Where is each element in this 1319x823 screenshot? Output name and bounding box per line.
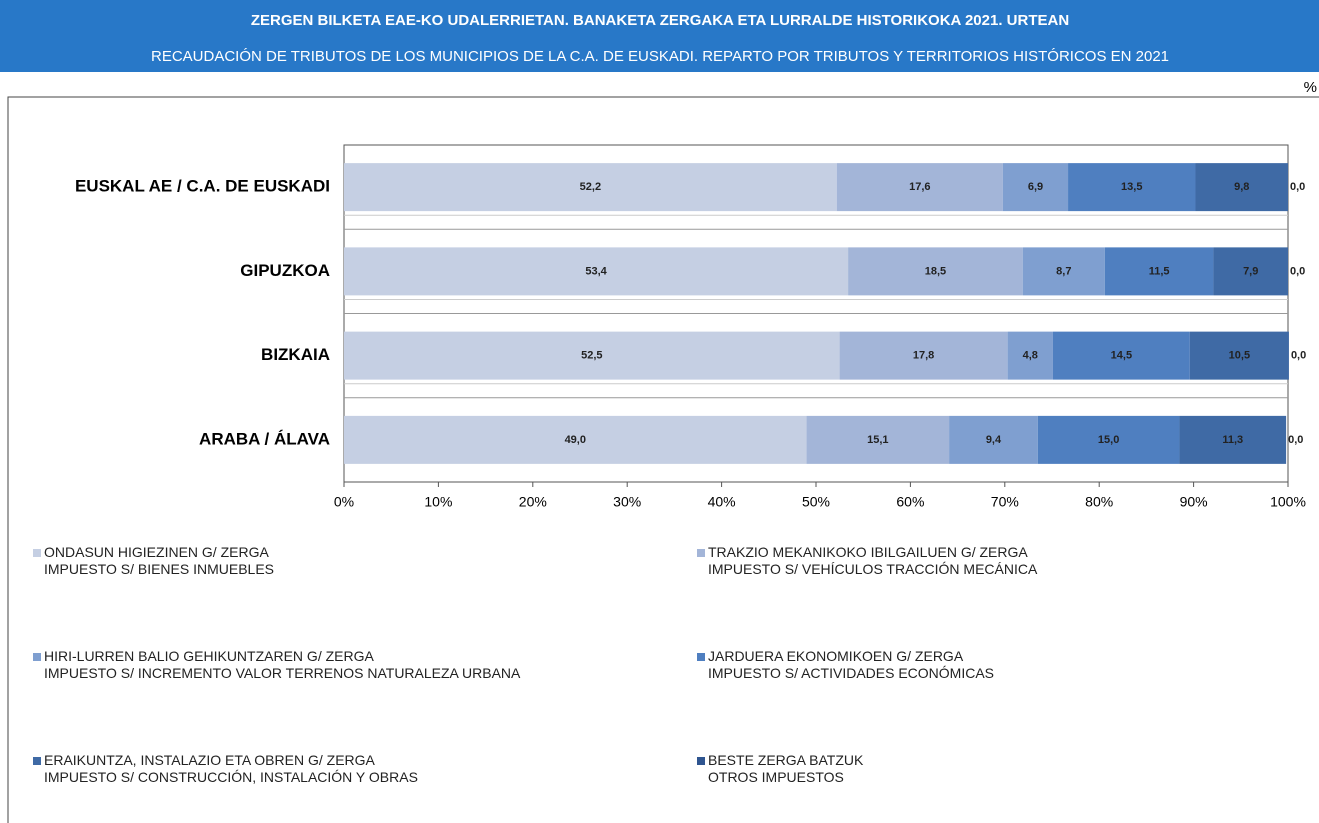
category-label: ARABA / ÁLAVA <box>199 429 330 448</box>
legend-swatch <box>33 549 41 557</box>
x-tick-label: 0% <box>334 494 354 510</box>
value-label: 0,0 <box>1291 350 1306 362</box>
bar-segment <box>1195 163 1288 212</box>
bar-segment <box>1002 163 1069 212</box>
value-label: 17,8 <box>913 350 934 362</box>
legend-item: HIRI-LURREN BALIO GEHIKUNTZAREN G/ ZERGA… <box>33 648 520 682</box>
x-tick-label: 80% <box>1085 494 1113 510</box>
legend-label: JARDUERA EKONOMIKOEN G/ ZERGA IMPUESTO S… <box>708 648 995 681</box>
x-tick-label: 50% <box>802 494 830 510</box>
x-tick-label: 10% <box>424 494 452 510</box>
legend-item: JARDUERA EKONOMIKOEN G/ ZERGA IMPUESTO S… <box>697 648 994 682</box>
category-label: BIZKAIA <box>261 345 330 364</box>
value-label: 17,6 <box>909 181 930 193</box>
chart-title: ZERGEN BILKETA EAE-KO UDALERRIETAN. BANA… <box>251 12 1069 29</box>
chart-frame <box>7 96 1319 823</box>
bar-segment <box>1037 415 1180 464</box>
bar-segment <box>1179 415 1287 464</box>
legend-item: ERAIKUNTZA, INSTALAZIO ETA OBREN G/ ZERG… <box>33 752 418 786</box>
value-label: 52,2 <box>580 181 601 193</box>
bar-segment <box>344 247 849 296</box>
value-label: 0,0 <box>1288 434 1303 446</box>
x-tick-label: 30% <box>613 494 641 510</box>
legend-item: TRAKZIO MEKANIKOKO IBILGAILUEN G/ ZERGA … <box>697 544 1037 578</box>
bar-segment <box>949 415 1038 464</box>
bar-segment <box>344 415 807 464</box>
x-tick-label: 60% <box>896 494 924 510</box>
bar-segment <box>1022 247 1105 296</box>
value-label: 11,5 <box>1149 265 1170 277</box>
value-label: 9,8 <box>1234 181 1249 193</box>
bar-segment <box>848 247 1023 296</box>
value-label: 53,4 <box>585 265 607 277</box>
value-label: 18,5 <box>925 265 946 277</box>
x-tick-label: 20% <box>519 494 547 510</box>
category-label: EUSKAL AE / C.A. DE EUSKADI <box>75 177 330 196</box>
chart-subtitle: RECAUDACIÓN DE TRIBUTOS DE LOS MUNICIPIO… <box>151 48 1169 65</box>
value-label: 8,7 <box>1056 265 1071 277</box>
value-label: 11,3 <box>1222 434 1243 446</box>
legend-swatch <box>697 549 705 557</box>
value-label: 4,8 <box>1023 350 1038 362</box>
bar-segment <box>806 415 950 464</box>
value-label: 13,5 <box>1121 181 1142 193</box>
legend-swatch <box>33 653 41 661</box>
legend-label: ONDASUN HIGIEZINEN G/ ZERGA IMPUESTO S/ … <box>44 544 275 577</box>
bar-segment <box>344 163 837 212</box>
unit-label: % <box>1304 79 1317 96</box>
value-label: 9,4 <box>986 434 1002 446</box>
value-label: 15,0 <box>1098 434 1119 446</box>
x-tick-label: 100% <box>1270 494 1306 510</box>
legend-label: TRAKZIO MEKANIKOKO IBILGAILUEN G/ ZERGA … <box>708 544 1038 577</box>
value-label: 15,1 <box>867 434 888 446</box>
legend-item: ONDASUN HIGIEZINEN G/ ZERGA IMPUESTO S/ … <box>33 544 274 578</box>
legend-label: ERAIKUNTZA, INSTALAZIO ETA OBREN G/ ZERG… <box>44 752 418 785</box>
legend-swatch <box>697 653 705 661</box>
bar-segment <box>1189 331 1289 380</box>
legend-label: HIRI-LURREN BALIO GEHIKUNTZAREN G/ ZERGA… <box>44 648 521 681</box>
bar-segment <box>836 163 1003 212</box>
legend-swatch <box>33 757 41 765</box>
value-label: 14,5 <box>1111 350 1132 362</box>
value-label: 7,9 <box>1243 265 1258 277</box>
bar-segment <box>1052 331 1190 380</box>
x-tick-label: 70% <box>991 494 1019 510</box>
bar-segment <box>839 331 1008 380</box>
x-tick-label: 90% <box>1180 494 1208 510</box>
value-label: 0,0 <box>1290 181 1305 193</box>
category-label: GIPUZKOA <box>240 261 330 280</box>
legend-swatch <box>697 757 705 765</box>
value-label: 49,0 <box>565 434 586 446</box>
x-tick-label: 40% <box>708 494 736 510</box>
legend-label: BESTE ZERGA BATZUK OTROS IMPUESTOS <box>708 752 864 785</box>
bar-segment <box>1007 331 1053 380</box>
value-label: 52,5 <box>581 350 602 362</box>
value-label: 6,9 <box>1028 181 1043 193</box>
title-banner <box>0 0 1319 72</box>
value-label: 10,5 <box>1229 350 1250 362</box>
value-label: 0,0 <box>1290 265 1305 277</box>
bar-segment <box>1068 163 1196 212</box>
bar-segment <box>1213 247 1288 296</box>
legend-item: BESTE ZERGA BATZUK OTROS IMPUESTOS <box>697 752 863 786</box>
bar-segment <box>1104 247 1214 296</box>
bar-segment <box>344 331 840 380</box>
